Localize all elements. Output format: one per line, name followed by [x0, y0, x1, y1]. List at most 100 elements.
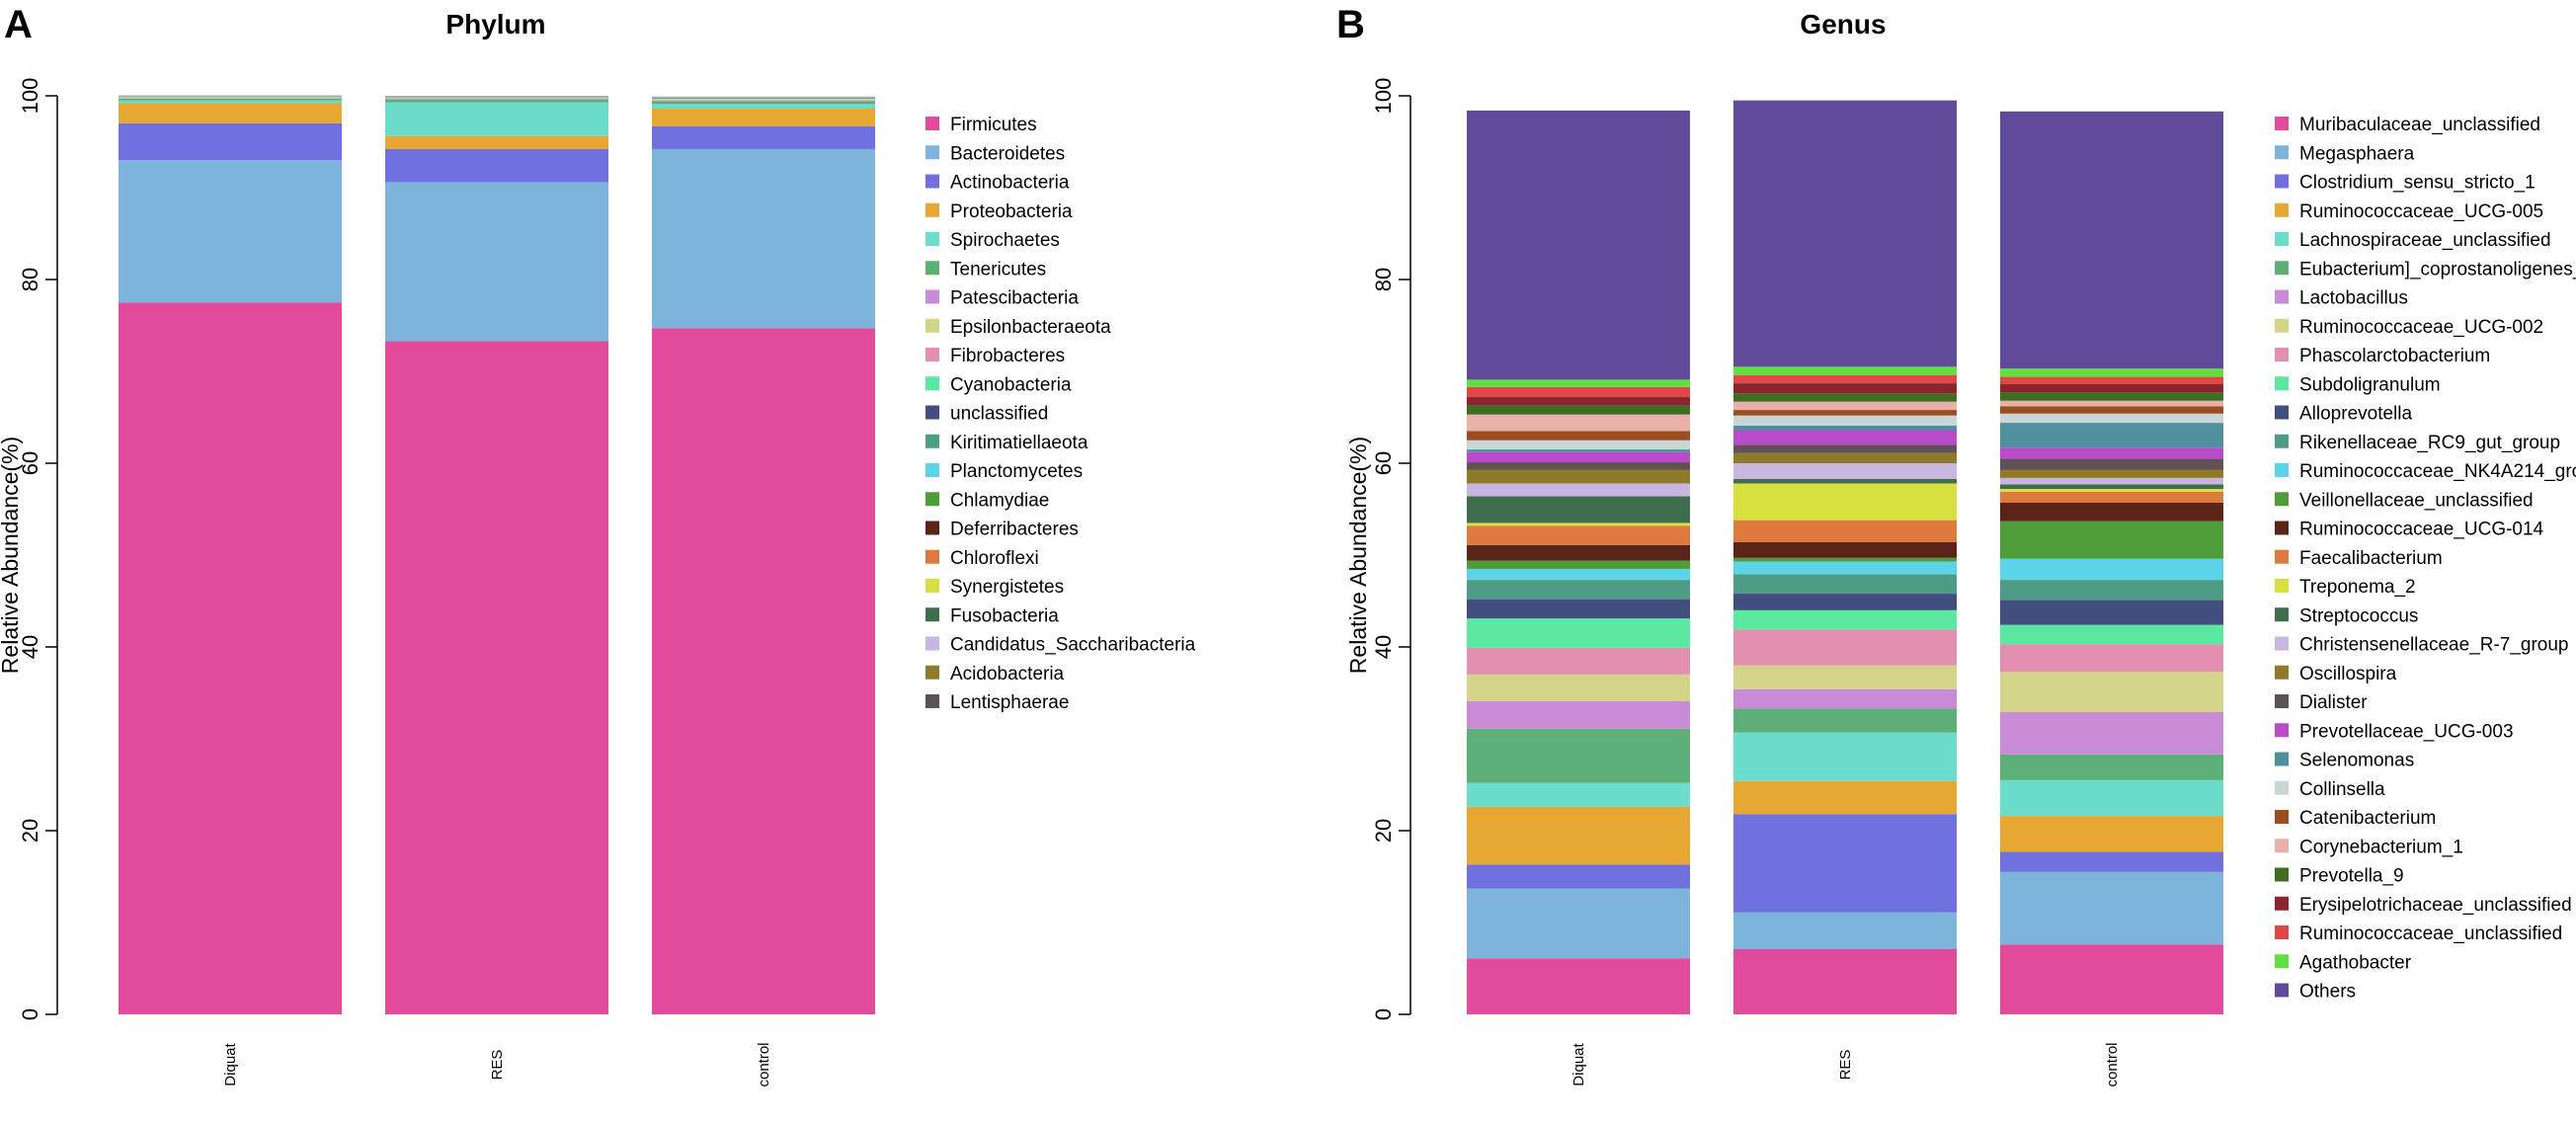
legend-label: Agathobacter	[2299, 952, 2412, 973]
bar-segment	[1467, 618, 1690, 648]
bar-segment	[2000, 368, 2223, 377]
bar-segment	[119, 302, 342, 1014]
legend-label: Chloroflexi	[950, 548, 1039, 569]
bar-segment	[652, 100, 875, 102]
bar-segment	[1467, 728, 1690, 783]
bar-segment	[1733, 948, 1957, 1014]
legend-label: Ruminococcaceae_UCG-002	[2299, 317, 2543, 338]
bar-segment	[1733, 574, 1957, 595]
bar-segment	[1733, 393, 1957, 402]
bar-segment	[1467, 483, 1690, 497]
y-tick-label: 80	[1371, 268, 1396, 291]
bar-segment	[1467, 496, 1690, 523]
bar-segment	[2000, 458, 2223, 470]
bar-segment	[1467, 451, 1690, 463]
bar-segment	[385, 99, 608, 103]
legend-swatch	[2275, 232, 2289, 246]
bar-segment	[1733, 410, 1957, 416]
bar-segment	[1733, 609, 1957, 630]
legend-label: Candidatus_Saccharibacteria	[950, 635, 1196, 656]
legend-swatch	[926, 521, 939, 535]
bar-segment	[1467, 888, 1690, 959]
legend-swatch	[926, 117, 939, 130]
legend-label: Patescibacteria	[950, 288, 1079, 309]
legend-swatch	[2275, 174, 2289, 189]
legend: Muribaculaceae_unclassified Megasphaera Cl…	[2275, 115, 2576, 1003]
legend-label: Kiritimatiellaeota	[950, 433, 1088, 453]
bar-segment	[652, 104, 875, 110]
legend-label: Lactobacillus	[2299, 288, 2408, 309]
bar-segment	[1733, 594, 1957, 610]
bar-segment	[1733, 541, 1957, 558]
legend-swatch	[2275, 521, 2289, 535]
legend-label: Tenericutes	[950, 259, 1046, 280]
bar-segment	[2000, 644, 2223, 673]
x-category-label: RES	[1837, 1050, 1854, 1081]
legend-swatch	[2275, 839, 2289, 853]
legend-label: Selenomonas	[2299, 751, 2414, 771]
y-axis-label: Relative Abundance(%)	[0, 437, 23, 674]
legend-swatch	[926, 174, 939, 189]
bar-segment	[1467, 405, 1690, 415]
legend-label: Faecalibacterium	[2299, 548, 2443, 569]
legend-label: unclassified	[950, 404, 1048, 425]
x-category-label: control	[2104, 1042, 2121, 1086]
bar-stack-control	[2000, 111, 2223, 1014]
legend-swatch	[2275, 607, 2289, 622]
y-tick-label: 0	[18, 1008, 42, 1020]
bar-segment	[2000, 484, 2223, 490]
legend-label: Clostridium_sensu_stricto_1	[2299, 173, 2536, 194]
bar-segment	[652, 99, 875, 101]
bar-segment	[1467, 958, 1690, 1014]
bar-segment	[2000, 413, 2223, 424]
legend-label: Oscillospira	[2299, 664, 2397, 684]
bar-segment	[1467, 379, 1690, 387]
legend-swatch	[926, 405, 939, 420]
bar-segment	[1467, 674, 1690, 701]
bar-segment	[1467, 522, 1690, 526]
legend-swatch	[2275, 434, 2289, 448]
legend-swatch	[2275, 318, 2289, 333]
legend-label: Chlamydiae	[950, 490, 1049, 511]
legend-swatch	[2275, 636, 2289, 651]
legend-label: Rikenellaceae_RC9_gut_group	[2299, 433, 2560, 453]
bar-segment	[2000, 580, 2223, 601]
legend-swatch	[926, 145, 939, 160]
legend-label: Catenibacterium	[2299, 808, 2436, 829]
legend-swatch	[2275, 925, 2289, 939]
bar-segment	[1733, 708, 1957, 733]
legend-label: Cyanobacteria	[950, 374, 1072, 395]
bar-segment	[1733, 814, 1957, 913]
bar-segment	[2000, 871, 2223, 945]
legend-swatch	[2275, 289, 2289, 304]
panel-letter: B	[1336, 3, 1365, 46]
legend-label: Collinsella	[2299, 779, 2385, 800]
legend-swatch	[926, 665, 939, 680]
legend-swatch	[2275, 983, 2289, 998]
bar-segment	[1733, 557, 1957, 562]
legend-swatch	[2275, 492, 2289, 507]
legend-swatch	[2275, 867, 2289, 882]
legend-label: Planctomycetes	[950, 461, 1083, 482]
y-tick-label: 0	[1371, 1008, 1396, 1020]
bar-segment	[652, 125, 875, 149]
bar-segment	[2000, 672, 2223, 713]
bar-segment	[2000, 406, 2223, 414]
bar-segment	[385, 102, 608, 136]
legend-label: Dialister	[2299, 692, 2368, 713]
y-tick-label: 60	[1371, 451, 1396, 475]
legend-label: Erysipelotrichaceae_unclassified	[2299, 895, 2572, 916]
legend-swatch	[2275, 810, 2289, 824]
bar-segment	[2000, 423, 2223, 448]
legend-swatch	[926, 348, 939, 361]
bar-segment	[1467, 568, 1690, 581]
chart-title: Genus	[1800, 9, 1886, 40]
bar-segment	[1733, 665, 1957, 689]
bar-segment	[1467, 414, 1690, 432]
bar-segment	[119, 160, 342, 303]
bar-segment	[119, 103, 342, 123]
bar-segment	[1467, 397, 1690, 406]
x-category-label: RES	[489, 1050, 506, 1081]
legend-label: Streptococcus	[2299, 605, 2418, 626]
legend-label: Epsilonbacteraeota	[950, 317, 1111, 338]
